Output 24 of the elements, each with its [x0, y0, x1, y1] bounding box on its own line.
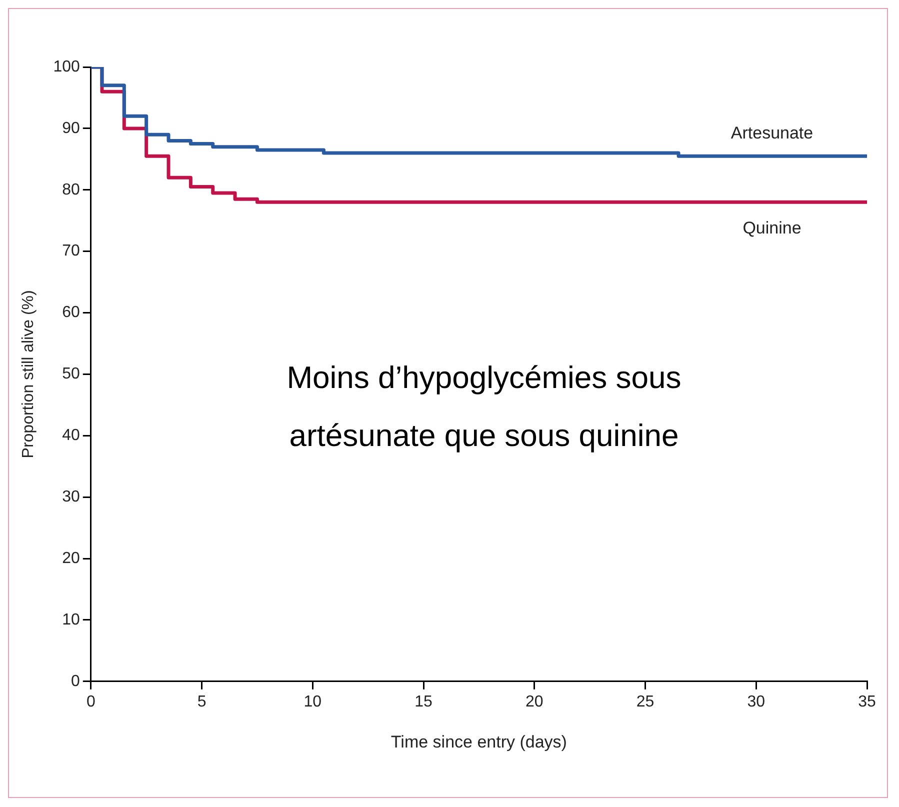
annotation: Moins d’hypoglycémies sous artésunate que sous quinine [286, 359, 682, 455]
x-tick-label: 0 [86, 693, 96, 710]
x-tick-label: 5 [197, 693, 206, 710]
y-tick-label: 80 [62, 181, 80, 198]
y-tick-label: 20 [62, 550, 80, 567]
y-tick-label: 60 [62, 304, 80, 322]
y-tick-label: 30 [62, 488, 80, 506]
series-label: Artesunate [730, 123, 814, 142]
x-tick-label: 10 [304, 693, 322, 710]
x-tick-label: 15 [414, 693, 433, 710]
x-tick-label: 25 [636, 693, 654, 710]
x-axis-title: Time since entry (days) [390, 732, 567, 752]
y-tick-label: 10 [62, 611, 80, 628]
x-tick-label: 20 [525, 693, 544, 710]
x-tick-label: 35 [858, 693, 876, 710]
y-tick-label: 50 [62, 366, 80, 383]
x-tick-label: 30 [747, 693, 766, 710]
y-tick-label: 0 [70, 672, 80, 690]
series-label: Quinine [742, 218, 802, 238]
y-tick-label: 90 [62, 120, 80, 137]
y-tick-label: 100 [53, 58, 80, 76]
y-axis-title: Proportion still alive (%) [20, 290, 38, 458]
y-tick-label: 70 [62, 242, 80, 260]
y-tick-label: 40 [62, 427, 80, 444]
